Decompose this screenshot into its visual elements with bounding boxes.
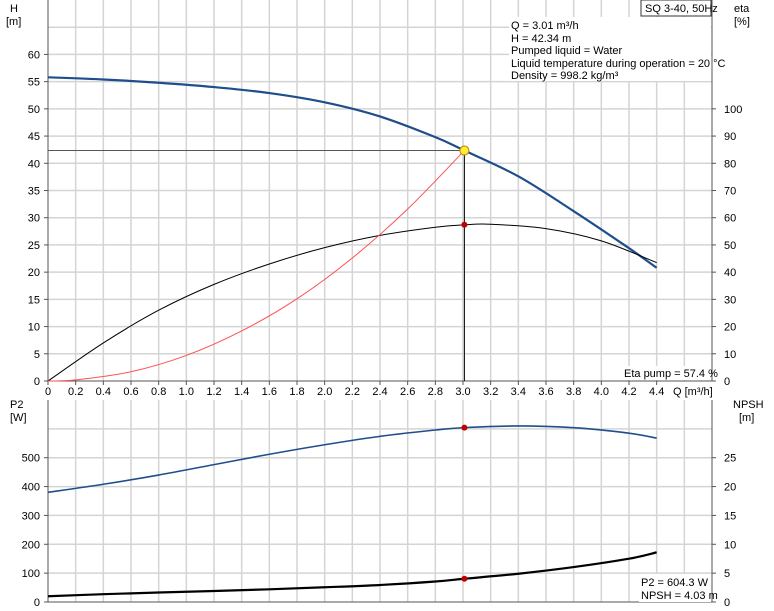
y-left-tick-label: 40 (28, 158, 40, 170)
y-right-tick-label: 20 (724, 482, 736, 494)
x-tick-label: 1.8 (289, 386, 304, 398)
y-right-tick-label: 10 (724, 539, 736, 551)
y-left-tick-label: 200 (22, 539, 40, 551)
x-tick-label: 0.2 (68, 386, 83, 398)
x-tick-label: 3.0 (455, 386, 470, 398)
x-tick-label: 4.4 (649, 386, 664, 398)
npsh-curve (47, 551, 657, 598)
y-left-tick-label: 20 (28, 267, 40, 279)
y-left-tick-label: 0 (34, 376, 40, 388)
info-liquid: Pumped liquid = Water (511, 45, 623, 57)
info-h: H = 42.34 m (511, 33, 571, 45)
eta-curve (47, 223, 657, 382)
x-tick-label: 1.2 (206, 386, 221, 398)
info-temperature: Liquid temperature during operation = 20… (511, 58, 726, 70)
y-left-tick-label: 15 (28, 294, 40, 306)
x-tick-label: 2.8 (428, 386, 443, 398)
y-right-tick-label: 90 (724, 131, 736, 143)
y-right-tick-label: 0 (724, 376, 730, 388)
y-right-tick-label: 20 (724, 322, 736, 334)
y-right-tick-label: 10 (724, 349, 736, 361)
p2-curve (47, 425, 657, 494)
y-right-tick-label: 40 (724, 267, 736, 279)
y-right-tick-label: 0 (724, 597, 730, 609)
y-left-tick-label: 45 (28, 131, 40, 143)
x-tick-label: 0.8 (151, 386, 166, 398)
p2-annotation: P2 = 604.3 W (641, 577, 709, 589)
eta-operating-point (461, 221, 468, 228)
y-left-tick-label: 60 (28, 49, 40, 61)
x-axis-label: Q [m³/h] (673, 386, 713, 398)
p2-operating-point (461, 424, 468, 431)
x-tick-label: 1.0 (179, 386, 194, 398)
y-right-tick-label: 50 (724, 240, 736, 252)
h-curve (47, 76, 658, 269)
eta-axis-unit: [%] (734, 16, 750, 28)
y-right-tick-label: 25 (724, 453, 736, 465)
x-tick-label: 2.6 (400, 386, 415, 398)
y-right-tick-label: 15 (724, 510, 736, 522)
x-tick-label: 1.6 (262, 386, 277, 398)
title-box (640, 0, 712, 17)
y-left-tick-label: 5 (34, 349, 40, 361)
info-box (509, 17, 711, 81)
y-left-tick-label: 50 (28, 104, 40, 116)
x-tick-label: 4.2 (621, 386, 636, 398)
x-tick-label: 3.2 (483, 386, 498, 398)
p2-axis-unit: [W] (10, 412, 27, 424)
x-tick-label: 4.0 (594, 386, 609, 398)
system-curve (47, 150, 465, 382)
y-right-tick-label: 100 (724, 104, 742, 116)
npsh-axis-name: NPSH (733, 399, 764, 411)
y-left-tick-label: 500 (22, 453, 40, 465)
x-tick-label: 2.2 (345, 386, 360, 398)
y-right-tick-label: 80 (724, 158, 736, 170)
x-tick-label: 3.6 (538, 386, 553, 398)
bottom-annotation-bg (639, 574, 711, 602)
x-tick-label: 3.8 (566, 386, 581, 398)
x-tick-label: 2.4 (372, 386, 387, 398)
y-left-tick-label: 400 (22, 482, 40, 494)
y-right-tick-label: 5 (724, 568, 730, 580)
y-left-tick-label: 35 (28, 186, 40, 198)
x-tick-label: 0 (45, 386, 51, 398)
y-right-tick-label: 30 (724, 294, 736, 306)
h-operating-point (459, 145, 470, 156)
npsh-operating-point (461, 575, 468, 582)
x-tick-label: 0.4 (96, 386, 111, 398)
y-left-tick-label: 0 (34, 597, 40, 609)
npsh-annotation: NPSH = 4.03 m (641, 590, 718, 602)
y-left-tick-label: 100 (22, 568, 40, 580)
y-left-tick-label: 30 (28, 213, 40, 225)
eta-annotation: Eta pump = 57.4 % (624, 368, 718, 380)
npsh-axis-unit: [m] (739, 412, 754, 424)
x-tick-label: 3.4 (511, 386, 526, 398)
x-tick-label: 0.6 (123, 386, 138, 398)
y-left-tick-label: 300 (22, 510, 40, 522)
x-tick-label: 1.4 (234, 386, 249, 398)
info-q: Q = 3.01 m³/h (511, 20, 579, 32)
y-right-tick-label: 70 (724, 186, 736, 198)
eta-axis-name: eta (734, 3, 750, 15)
x-tick-label: 2.0 (317, 386, 332, 398)
eta-annotation-bg (622, 366, 710, 380)
h-axis-name: H (10, 3, 18, 15)
chart-title: SQ 3-40, 50Hz (645, 3, 718, 15)
info-density: Density = 998.2 kg/m³ (511, 70, 619, 82)
y-right-tick-label: 60 (724, 213, 736, 225)
p2-axis-name: P2 (10, 399, 23, 411)
y-left-tick-label: 10 (28, 322, 40, 334)
h-axis-unit: [m] (6, 16, 21, 28)
y-left-tick-label: 55 (28, 77, 40, 89)
y-left-tick-label: 25 (28, 240, 40, 252)
